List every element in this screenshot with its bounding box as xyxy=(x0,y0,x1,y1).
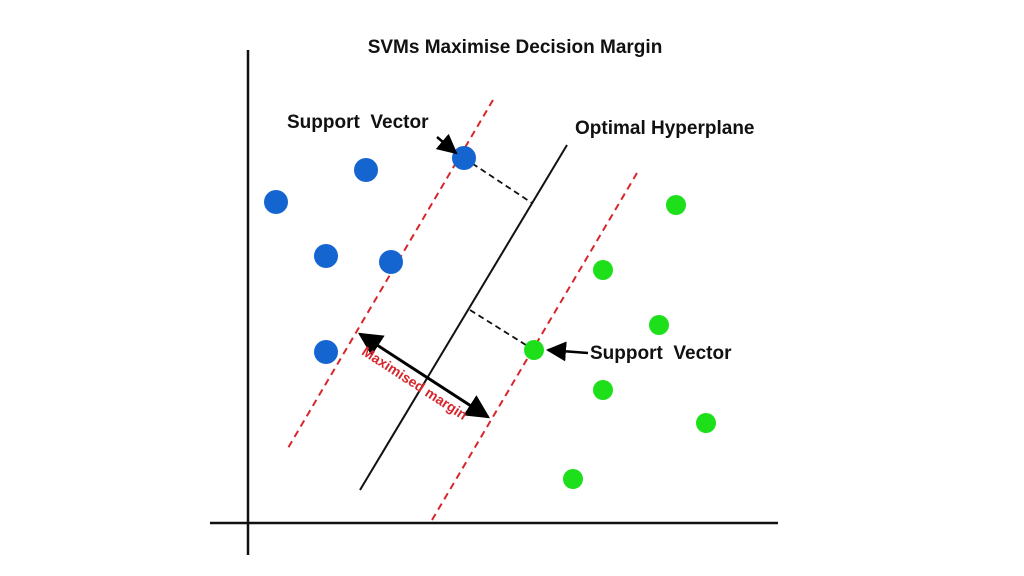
label: Optimal Hyperplane xyxy=(575,118,755,139)
label: Support Vector xyxy=(287,112,429,133)
pointer-arrow xyxy=(546,341,589,362)
margin-line xyxy=(287,99,494,449)
margin-label: Maximised margin xyxy=(359,343,470,423)
class-a-points xyxy=(264,146,476,364)
label: Support Vector xyxy=(590,343,732,364)
margin-arrow xyxy=(357,332,491,419)
title: SVMs Maximise Decision Margin xyxy=(368,37,663,58)
axes xyxy=(210,50,778,555)
pointer-arrow xyxy=(435,133,458,155)
hyperplane xyxy=(359,144,568,491)
class-b-points xyxy=(524,195,716,489)
distance-lines xyxy=(463,157,535,351)
